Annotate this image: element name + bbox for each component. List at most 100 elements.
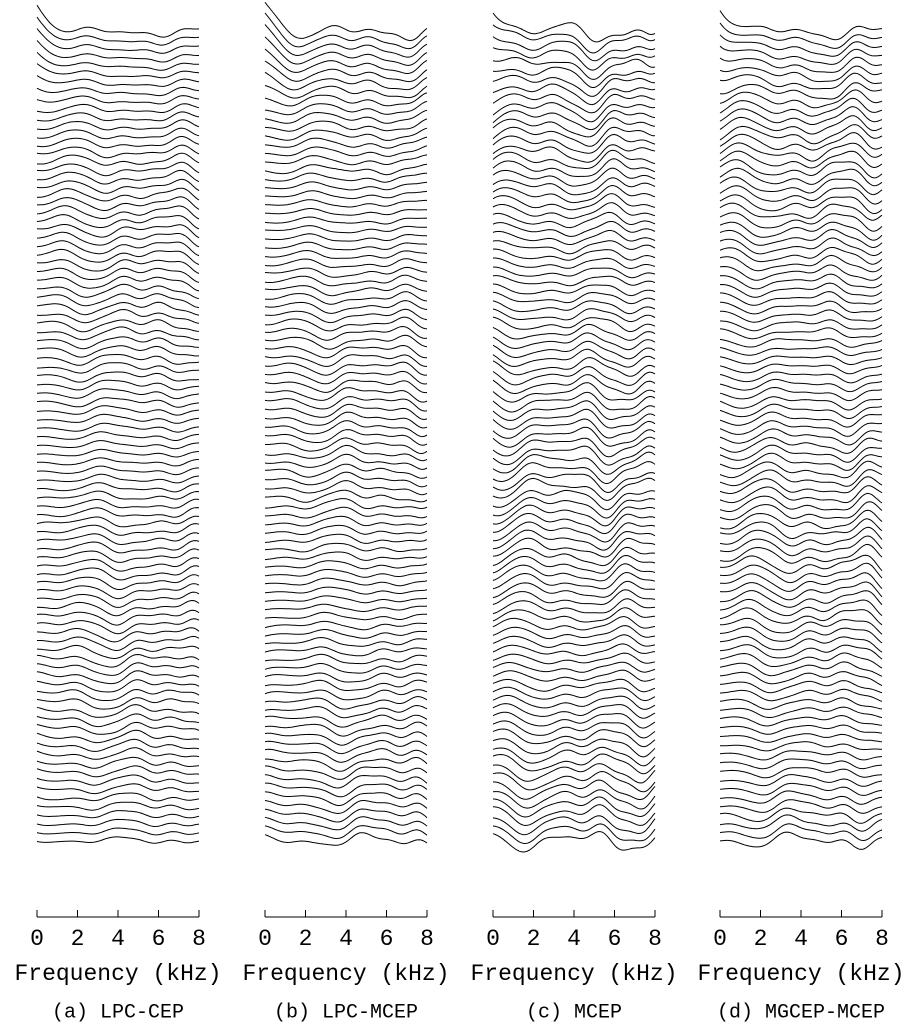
spectrum-curve (36, 490, 200, 500)
spectrum-curve (36, 178, 200, 194)
spectrum-curve (37, 283, 200, 300)
x-tick-label: 0 (713, 926, 727, 952)
spectrum-curve (492, 598, 655, 615)
spectrum-curve (264, 249, 428, 259)
spectrum-curve (264, 774, 428, 789)
spectrum-curve (492, 133, 656, 154)
spectrum-curve (719, 247, 883, 265)
spectrum-curve (264, 721, 428, 737)
spectrum-curve (36, 721, 200, 735)
spectrum-curve (36, 371, 200, 383)
spectrum-curve (719, 758, 883, 770)
spectrum-curve (719, 378, 883, 393)
spectrum-curve (36, 627, 200, 643)
spectrum-curve (492, 316, 656, 333)
spectrum-curve (719, 159, 883, 179)
spectrum-curve (264, 586, 428, 595)
spectrum-curve (719, 799, 883, 814)
spectra (36, 4, 200, 844)
spectrum-curve (36, 662, 200, 676)
x-axis-label: Frequency (kHz) (470, 961, 677, 987)
spectrum-curve (264, 308, 428, 324)
spectrum-curve (265, 506, 428, 519)
spectrum-curve (264, 463, 428, 479)
spectrum-curve (719, 782, 883, 796)
spectrum-curve (493, 257, 656, 270)
spectrum-curve (719, 733, 883, 743)
spectrum-curve (36, 609, 200, 626)
spectrum-curve (719, 767, 883, 779)
spectrum-curve (36, 540, 200, 554)
spectrum-curve (36, 836, 200, 844)
spectrum-curve (719, 411, 883, 428)
spectrum-curve (719, 581, 883, 601)
spectrum-curve (719, 444, 883, 463)
spectrum-curve (492, 109, 656, 131)
spectrum-curve (264, 653, 428, 665)
spectrum-curve (36, 591, 200, 608)
spectrum-curve (264, 334, 428, 350)
spectrum-curve (719, 680, 883, 694)
spectrum-curve (719, 34, 883, 57)
spectrum-curve (264, 71, 428, 91)
spectrum-curve (264, 825, 428, 840)
spectrum-curve (492, 546, 656, 567)
spectrum-curve (264, 672, 428, 683)
spectrum-curve (265, 782, 428, 798)
spectrum-curve (492, 789, 656, 810)
spectrum-curve (264, 344, 428, 359)
spectrum-curve (492, 184, 656, 204)
spectrum-curve (492, 47, 656, 71)
spectrum-curve (264, 765, 428, 780)
spectrum-curve (36, 187, 200, 202)
spectrum-curve (36, 293, 200, 308)
spectrum-curve (492, 167, 656, 187)
spectrum-curve (719, 202, 883, 221)
spectrum-curve (719, 598, 883, 617)
spectrum-curve (36, 422, 200, 433)
spectrum-curve (492, 374, 656, 395)
spectrum-curve (265, 437, 428, 455)
spectrum-curve (36, 448, 200, 458)
spectrum-curve (492, 643, 656, 657)
x-axis-label: Frequency (kHz) (14, 961, 221, 987)
spectrum-curve (36, 28, 200, 54)
spectrum-curve (264, 241, 428, 251)
spectrum-curve (264, 569, 428, 578)
x-tick-label: 8 (192, 926, 206, 952)
spectrum-curve (264, 361, 428, 376)
spectrum-curve (36, 729, 200, 744)
spectrum-curve (36, 774, 199, 786)
spectrum-curve (36, 670, 200, 685)
spectrum-curve (37, 275, 200, 292)
x-tick-label: 4 (111, 926, 125, 952)
spectrum-curve (492, 529, 656, 551)
spectrum-curve (264, 100, 428, 116)
spectrum-curve (719, 671, 883, 686)
spectrum-curve (264, 420, 428, 438)
spectrum-curve (719, 485, 883, 504)
spectrum-curve (264, 172, 427, 183)
spectrum-curve (492, 763, 656, 784)
spectrum-curve (264, 379, 428, 394)
spectrum-curve (264, 274, 428, 287)
spectrum-curve (36, 457, 200, 467)
spectrum-curve (719, 790, 883, 805)
spectrum-curve (36, 63, 200, 79)
spectrum-curve (36, 818, 200, 828)
spectrum-curve (492, 580, 656, 599)
spectrum-curve (492, 770, 656, 793)
spectrum-curve (719, 176, 883, 196)
spectrum-curve (492, 445, 656, 466)
spectrum-curve (264, 216, 428, 225)
spectrum-curve (719, 814, 883, 832)
spectrum-curve (264, 36, 428, 66)
spectrum-curve (492, 496, 656, 519)
x-tick-label: 2 (754, 926, 768, 952)
spectrum-curve (492, 436, 656, 458)
spectrum-curve (36, 136, 200, 149)
spectrum-curve (36, 756, 200, 769)
spectrum-curve (719, 363, 883, 375)
spectrum-curve (719, 644, 883, 660)
spectrum-curve (264, 325, 428, 341)
